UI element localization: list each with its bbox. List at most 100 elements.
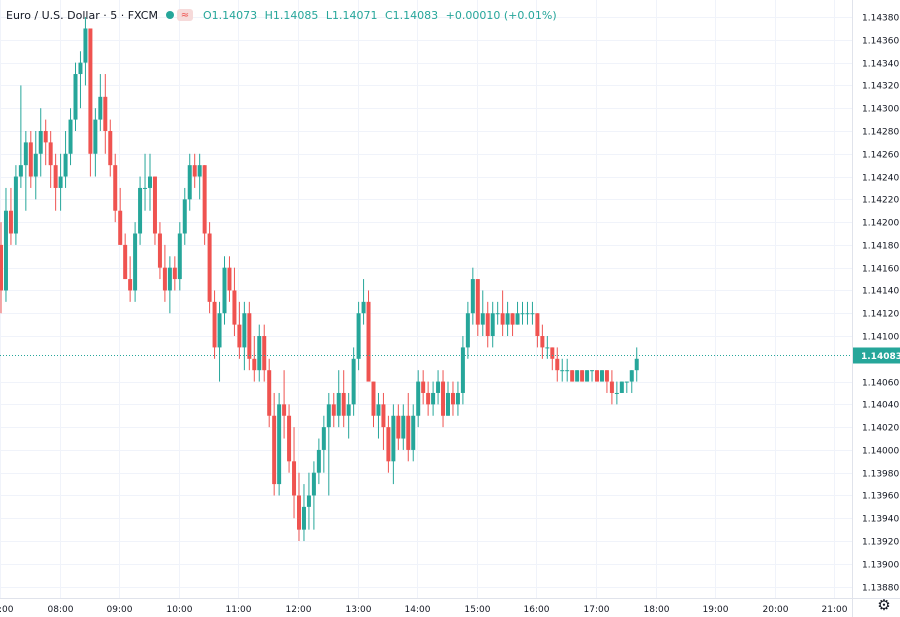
- approx-icon[interactable]: ≈: [176, 9, 193, 21]
- candle-body: [197, 165, 202, 177]
- candle-up: [560, 358, 565, 382]
- candle-body: [182, 199, 187, 234]
- y-tick-label: 1.14120: [862, 310, 899, 320]
- candle-up: [3, 187, 8, 302]
- candle-body: [619, 381, 624, 393]
- candle-body: [450, 392, 455, 405]
- candle-up: [634, 347, 639, 382]
- candle-body: [495, 313, 500, 315]
- candle-body: [292, 461, 297, 496]
- candle-down: [287, 404, 292, 473]
- candle-up: [346, 392, 351, 439]
- candle-body: [43, 130, 48, 143]
- candle-body: [306, 495, 311, 507]
- gear-icon[interactable]: ⚙: [877, 596, 891, 614]
- x-tick-label: 09:00: [107, 605, 133, 615]
- y-tick-label: 1.14020: [862, 424, 899, 434]
- candle-body: [580, 370, 585, 382]
- candle-body: [520, 313, 525, 315]
- candle-body: [88, 28, 93, 154]
- candle-down: [595, 370, 599, 382]
- candle-body: [634, 358, 639, 371]
- candle-body: [550, 347, 555, 359]
- candle-body: [18, 165, 23, 177]
- candle-body: [48, 142, 53, 166]
- candle-up: [316, 438, 321, 485]
- time-axis[interactable]: 07:00 08:00 09:00 10:00 11:00 12:00 13:00 14:00…: [0, 598, 900, 616]
- low-value: L1.14071: [325, 8, 378, 22]
- candle-body: [58, 176, 63, 188]
- candle-body: [316, 449, 321, 473]
- close-value: C1.14083: [385, 8, 439, 22]
- candle-body: [68, 119, 73, 154]
- candle-body: [416, 381, 421, 416]
- candle-up: [326, 392, 331, 496]
- candle-body: [73, 74, 78, 120]
- candle-body: [123, 244, 128, 280]
- y-tick-label: 1.13880: [862, 584, 899, 594]
- candle-down: [421, 370, 426, 405]
- candle-up: [301, 484, 306, 542]
- candle-up: [495, 301, 500, 325]
- candle-up: [351, 347, 356, 416]
- candle-body: [326, 404, 331, 428]
- candle-body: [0, 244, 3, 291]
- candle-body: [23, 142, 28, 166]
- candle-body: [321, 427, 326, 450]
- y-tick-label: 1.14260: [862, 151, 899, 161]
- candle-body: [356, 313, 361, 359]
- candle-down: [172, 256, 177, 291]
- candle-up: [565, 358, 570, 382]
- candle-up: [217, 301, 222, 382]
- candle-up: [436, 370, 441, 405]
- candle-body: [490, 313, 495, 337]
- candle-body: [301, 506, 306, 530]
- candle-body: [28, 142, 33, 177]
- candle-body: [510, 313, 515, 325]
- candle-body: [63, 153, 68, 177]
- candle-down: [28, 130, 33, 188]
- x-tick-label: 08:00: [48, 605, 74, 615]
- x-tick-label: 07:00: [0, 605, 14, 615]
- candle-body: [98, 96, 103, 120]
- candle-down: [247, 301, 252, 371]
- symbol-title[interactable]: Euro / U.S. Dollar · 5 · FXCM: [6, 8, 158, 22]
- candle-down: [580, 370, 585, 382]
- candle-body: [590, 370, 595, 372]
- candle-up: [187, 153, 192, 211]
- candle-up: [321, 415, 326, 473]
- candle-body: [396, 415, 401, 439]
- candle-body: [282, 404, 287, 416]
- x-tick-label: 13:00: [346, 605, 372, 615]
- candle-body: [614, 392, 619, 394]
- candle-up: [530, 301, 535, 325]
- candle-down: [540, 324, 545, 359]
- candle-body: [108, 130, 113, 166]
- candle-body: [13, 176, 18, 234]
- candle-body: [624, 381, 629, 383]
- x-tick-label: 19:00: [703, 605, 729, 615]
- y-tick-label: 1.14160: [862, 265, 899, 275]
- y-tick-label: 1.14240: [862, 174, 899, 184]
- candle-body: [311, 472, 316, 496]
- candle-body: [202, 165, 207, 234]
- candle-down: [555, 347, 560, 382]
- candle-down: [381, 392, 386, 450]
- candle-body: [78, 62, 83, 75]
- candle-down: [396, 404, 401, 450]
- price-axis[interactable]: 1.14380 1.14360 1.14340 1.14320 1.14300 1.142…: [852, 0, 900, 617]
- chart-legend: Euro / U.S. Dollar · 5 · FXCM ≈ O1.14073…: [6, 6, 561, 24]
- y-tick-label: 1.14140: [862, 287, 899, 297]
- candle-body: [157, 233, 162, 268]
- candle-up: [376, 392, 381, 439]
- candle-down: [475, 279, 480, 337]
- y-tick-label: 1.14320: [862, 82, 899, 92]
- candle-body: [162, 267, 167, 291]
- candle-body: [525, 313, 530, 315]
- candle-body: [455, 392, 460, 405]
- candle-body: [595, 370, 599, 382]
- candle-down: [152, 176, 157, 245]
- candle-body: [386, 427, 391, 462]
- candle-body: [629, 370, 634, 382]
